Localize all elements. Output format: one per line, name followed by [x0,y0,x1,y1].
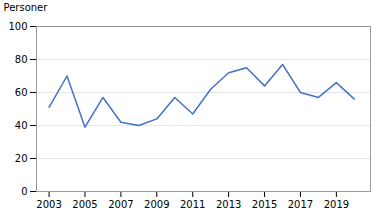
svg-text:2003: 2003 [36,199,61,210]
svg-text:2019: 2019 [324,199,349,210]
svg-text:2013: 2013 [216,199,241,210]
svg-text:80: 80 [15,54,28,65]
svg-text:100: 100 [8,21,27,32]
svg-text:Personer: Personer [4,2,49,13]
svg-text:20: 20 [15,153,28,164]
svg-text:2017: 2017 [288,199,313,210]
svg-text:40: 40 [15,120,28,131]
svg-text:2009: 2009 [144,199,169,210]
svg-text:2011: 2011 [180,199,205,210]
svg-text:2015: 2015 [252,199,277,210]
svg-text:60: 60 [15,87,28,98]
svg-text:0: 0 [21,186,27,197]
svg-text:2007: 2007 [108,199,133,210]
svg-text:2005: 2005 [72,199,97,210]
